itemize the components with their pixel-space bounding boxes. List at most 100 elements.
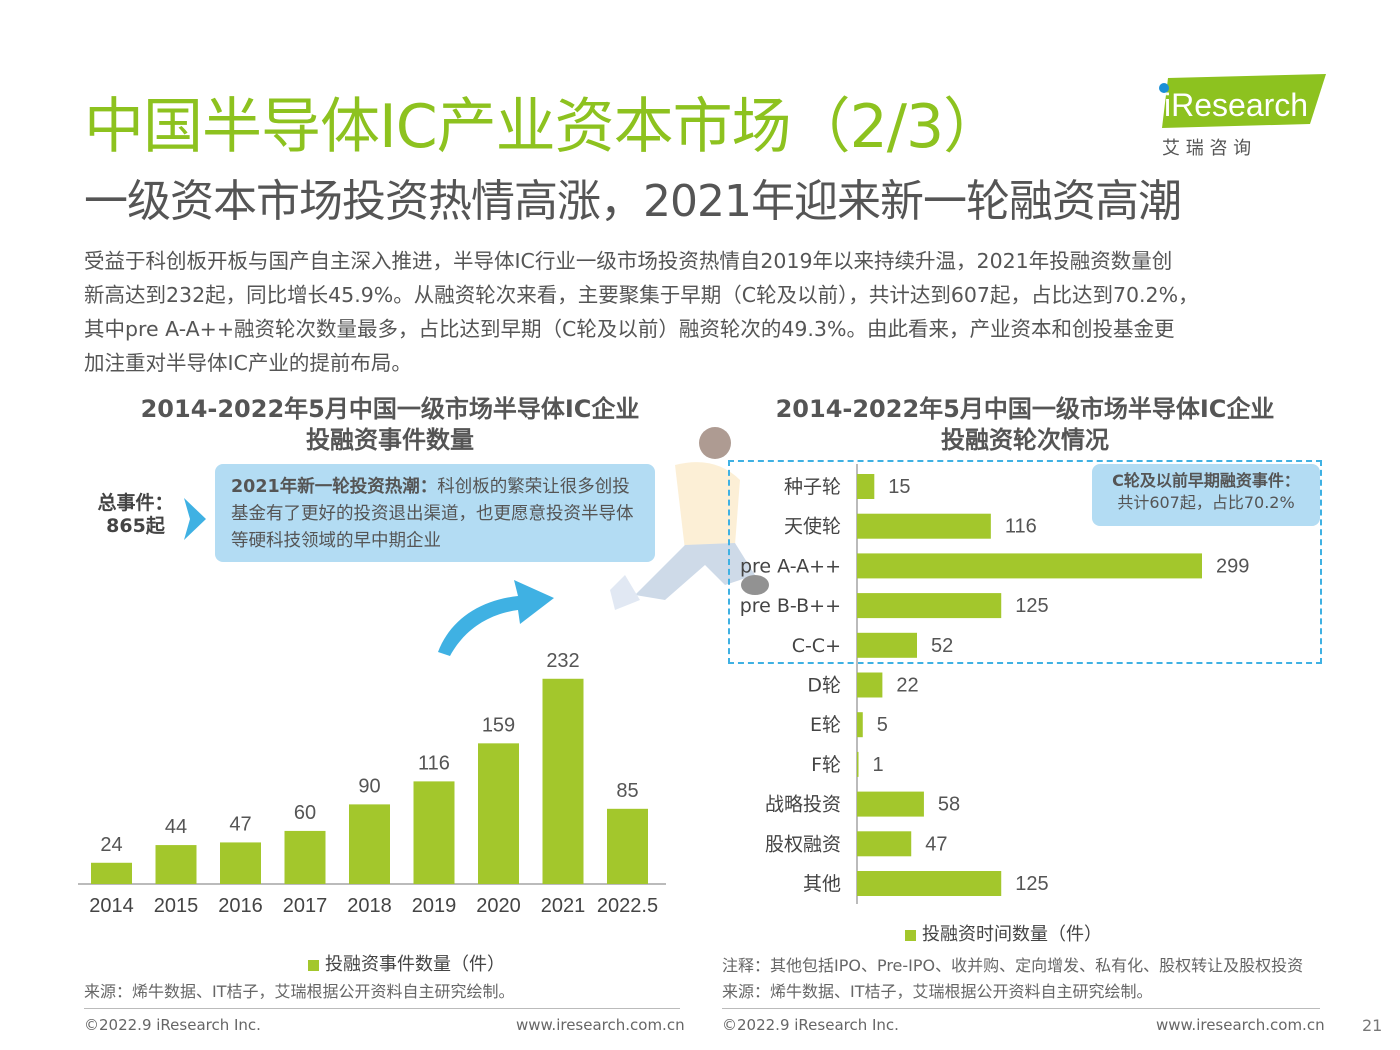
y-tick-label: 种子轮 (784, 476, 841, 498)
x-tick-label: 2020 (476, 895, 521, 917)
iresearch-logo: iResearch 艾 瑞 咨 询 (1159, 74, 1326, 159)
summary-paragraph: 受益于科创板开板与国产自主深入推进，半导体IC行业一级市场投资热情自2019年以… (84, 244, 1334, 380)
right-footnote: 注释：其他包括IPO、Pre-IPO、收并购、定向增发、私有化、股权转让及股权投… (722, 956, 1304, 975)
data-label: 60 (294, 802, 316, 824)
right-chart-title-line2: 投融资轮次情况 (941, 426, 1109, 454)
bar (349, 804, 390, 884)
bar (91, 862, 132, 884)
data-label: 24 (100, 834, 122, 856)
x-tick-label: 2017 (283, 895, 328, 917)
x-tick-label: 2021 (541, 895, 586, 917)
total-events-label: 总事件： 865起 (88, 492, 183, 538)
left-chart-title: 2014-2022年5月中国一级市场半导体IC企业 投融资事件数量 (85, 394, 695, 456)
y-tick-label: E轮 (810, 714, 841, 736)
footer-divider-right (722, 1008, 1320, 1009)
data-label: 58 (938, 794, 960, 816)
total-events-value: 865起 (106, 515, 165, 537)
bar (857, 553, 1202, 579)
data-label: 232 (546, 650, 579, 672)
right-chart-title: 2014-2022年5月中国一级市场半导体IC企业 投融资轮次情况 (720, 394, 1330, 456)
bar (857, 712, 863, 738)
summary-line: 受益于科创板开板与国产自主深入推进，半导体IC行业一级市场投资热情自2019年以… (84, 249, 1173, 273)
left-chart-title-line1: 2014-2022年5月中国一级市场半导体IC企业 (140, 395, 640, 423)
total-events-caption: 总事件： (97, 492, 174, 514)
early-stage-callout-heading: C轮及以前早期融资事件： (1112, 471, 1300, 490)
data-label: 47 (925, 833, 947, 855)
early-stage-callout-text: 共计607起，占比70.2% (1117, 493, 1295, 512)
data-label: 125 (1015, 873, 1048, 895)
x-tick-label: 2015 (154, 895, 199, 917)
footer-url-right[interactable]: www.iresearch.com.cn (1156, 1016, 1325, 1034)
bar (857, 513, 991, 539)
y-tick-label: C-C+ (792, 635, 841, 657)
bar (155, 845, 197, 884)
investment-wave-callout: 2021年新一轮投资热潮：科创板的繁荣让很多创投基金有了更好的投资退出渠道，也更… (215, 464, 655, 562)
summary-line: 新高达到232起，同比增长45.9%。从融资轮次来看，主要聚集于早期（C轮及以前… (84, 283, 1199, 307)
legend-swatch (905, 929, 916, 941)
bar (857, 791, 924, 817)
footer-copyright-right: ©2022.9 iResearch Inc. (722, 1016, 899, 1034)
y-tick-label: F轮 (811, 754, 841, 776)
data-label: 22 (896, 675, 918, 697)
data-label: 52 (931, 635, 953, 657)
bar (857, 474, 875, 499)
data-label: 116 (418, 752, 450, 774)
x-tick-label: 2018 (347, 895, 392, 917)
bar (857, 831, 912, 857)
right-legend: 投融资时间数量（件） (905, 920, 1102, 946)
footer-url-left[interactable]: www.iresearch.com.cn (516, 1016, 685, 1034)
x-tick-label: 2019 (412, 895, 457, 917)
y-tick-label: pre B-B++ (740, 595, 841, 617)
left-source-note: 来源：烯牛数据、IT桔子，艾瑞根据公开资料自主研究绘制。 (84, 982, 515, 1001)
y-tick-label: 股权融资 (765, 833, 841, 855)
events-bar-chart: 24 2014 44 2015 47 2016 60 2017 90 2018 116 2019 159… (78, 650, 666, 917)
left-legend: 投融资事件数量（件） (308, 950, 505, 976)
y-tick-label: D轮 (807, 675, 841, 697)
bar (607, 808, 648, 884)
bar (478, 743, 519, 884)
right-legend-label: 投融资时间数量（件） (922, 924, 1102, 945)
y-tick-label: 战略投资 (765, 794, 841, 816)
bar (857, 751, 859, 777)
data-label: 116 (1005, 516, 1037, 538)
data-label: 159 (482, 714, 515, 736)
data-label: 85 (616, 780, 638, 802)
bar (542, 678, 584, 884)
right-source-note: 来源：烯牛数据、IT桔子，艾瑞根据公开资料自主研究绘制。 (722, 982, 1153, 1001)
running-person-illustration (610, 427, 769, 610)
legend-swatch (308, 959, 319, 971)
y-tick-label: 天使轮 (784, 516, 841, 538)
data-label: 299 (1216, 555, 1249, 577)
data-label: 15 (888, 476, 910, 498)
summary-line: 其中pre A-A++融资轮次数量最多，占比达到早期（C轮及以前）融资轮次的49… (84, 317, 1175, 341)
right-chart-title-line1: 2014-2022年5月中国一级市场半导体IC企业 (775, 395, 1275, 423)
callout-heading: 2021年新一轮投资热潮： (231, 477, 438, 497)
x-tick-label: 2022.5 (597, 895, 658, 917)
left-chart-title-line2: 投融资事件数量 (306, 426, 474, 454)
early-stage-highlight-box (728, 460, 1322, 664)
bar (857, 593, 1002, 619)
data-label: 47 (229, 813, 251, 835)
page-title: 中国半导体IC产业资本市场（2/3） (84, 92, 1003, 162)
footer-copyright-left: ©2022.9 iResearch Inc. (84, 1016, 261, 1034)
data-label: 1 (873, 754, 884, 776)
bar (857, 871, 1002, 896)
x-tick-label: 2016 (218, 895, 263, 917)
data-label: 90 (358, 775, 380, 797)
summary-line: 加注重对半导体IC产业的提前布局。 (84, 351, 412, 375)
page-number: 21 (1362, 1016, 1383, 1035)
left-legend-label: 投融资事件数量（件） (325, 954, 505, 975)
logo-subtext: 艾 瑞 咨 询 (1162, 138, 1251, 159)
logo-text: iResearch (1164, 87, 1308, 123)
x-tick-label: 2014 (89, 895, 134, 917)
y-tick-label: pre A-A++ (740, 555, 841, 577)
bar (284, 830, 326, 884)
bar (413, 781, 455, 884)
callout-text: 科创板的繁荣让很多创投基金有了更好的投资退出渠道，也更愿意投资半导体等硬科技领域… (231, 477, 634, 551)
data-label: 44 (165, 816, 187, 838)
y-tick-label: 其他 (803, 873, 841, 895)
early-stage-callout: C轮及以前早期融资事件： 共计607起，占比70.2% (1092, 464, 1320, 526)
footer-divider-left (84, 1008, 680, 1009)
data-label: 5 (877, 714, 888, 736)
